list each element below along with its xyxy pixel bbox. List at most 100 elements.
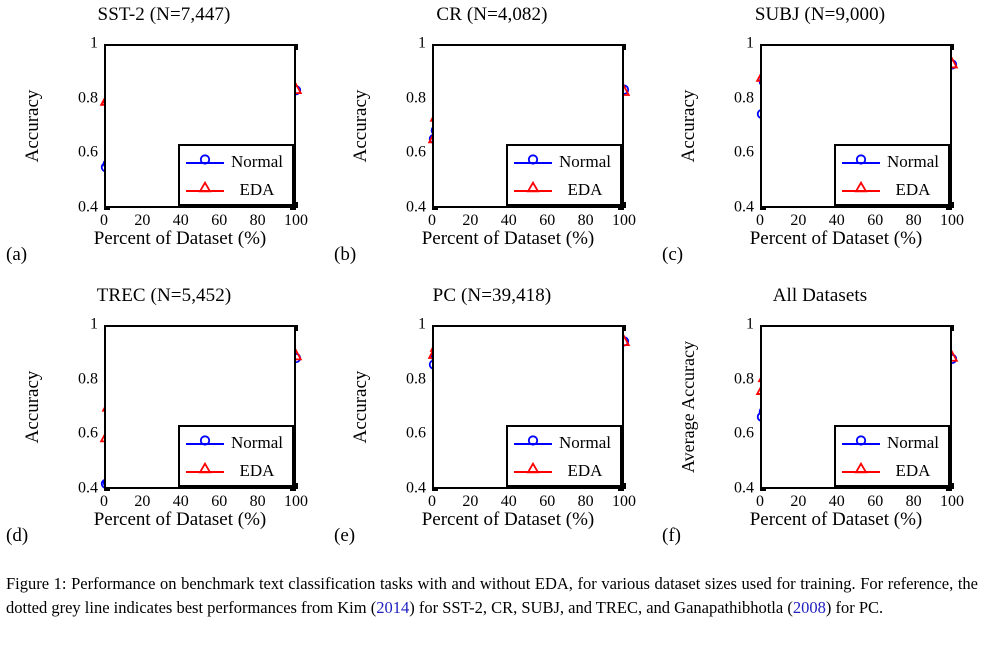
y-tick-label: 0.8 [406, 89, 426, 107]
chart-panel-f: All Datasets Average Accuracy Percent of D… [656, 281, 984, 562]
legend-label-normal: Normal [231, 152, 283, 171]
x-tick-label: 20 [462, 212, 479, 229]
citation-link-ganapathibhotla-2008[interactable]: 2008 [792, 598, 826, 618]
circle-marker-icon [526, 153, 540, 172]
legend-label-normal: Normal [559, 433, 611, 452]
legend-b: Normal EDA [506, 144, 622, 206]
triangle-marker-icon [198, 461, 212, 481]
panel-title-d: TREC (N=5,452) [96, 285, 232, 306]
y-tick-mark-right [290, 489, 296, 491]
caption-tail: for PC. [831, 598, 884, 618]
caption-close-paren-1: ) [409, 598, 415, 618]
legend-label-eda: EDA [239, 180, 275, 199]
legend-item-eda[interactable]: EDA [180, 177, 292, 203]
y-tick-label: 0.4 [734, 479, 754, 497]
x-tick-label: 60 [867, 212, 884, 229]
y-axis-label-c: Accuracy [678, 89, 699, 163]
y-axis-label-f: Average Accuracy [678, 340, 698, 474]
y-tick-label: 0.8 [734, 89, 754, 107]
x-tick-label: 100 [940, 493, 964, 510]
legend-swatch-normal [184, 151, 226, 173]
x-tick-mark [952, 483, 954, 489]
y-tick-label: 0.8 [78, 370, 98, 388]
chart-panel-b: CR (N=4,082) Accuracy Percent of Dataset (… [328, 0, 656, 281]
legend-swatch-normal [840, 151, 882, 173]
panel-letter-a: (a) [6, 244, 28, 265]
circle-marker-icon [198, 434, 212, 453]
x-tick-mark [952, 202, 954, 208]
legend-item-normal[interactable]: Normal [508, 149, 620, 175]
legend-item-normal[interactable]: Normal [508, 430, 620, 456]
y-tick-mark [432, 208, 438, 210]
legend-item-eda[interactable]: EDA [508, 177, 620, 203]
x-tick-label: 80 [249, 212, 266, 229]
y-tick-label: 0.6 [734, 143, 754, 161]
citation-link-kim-2014[interactable]: 2014 [376, 598, 410, 618]
x-axis-label-c: Percent of Dataset (%) [749, 228, 923, 249]
chart-panel-a: SST-2 (N=7,447) Accuracy Percent of Datase… [0, 0, 328, 281]
caption-body: Performance on benchmark text classifica… [6, 574, 978, 618]
x-tick-mark-top [624, 44, 626, 50]
y-tick-mark-right [618, 489, 624, 491]
x-tick-label: 80 [905, 212, 922, 229]
x-tick-mark-top [296, 325, 298, 331]
plot-area-c: 0 20 40 60 80 100 0.4 0.6 0.8 1 Normal EDA [734, 35, 964, 229]
legend-swatch-normal [512, 151, 554, 173]
x-tick-label: 60 [211, 212, 228, 229]
legend-a: Normal EDA [178, 144, 294, 206]
y-tick-mark [432, 489, 438, 491]
y-tick-label: 0.6 [406, 424, 426, 442]
chart-panel-c: SUBJ (N=9,000) Accuracy Percent of Dataset… [656, 0, 984, 281]
x-tick-mark [296, 483, 298, 489]
legend-item-eda[interactable]: EDA [836, 177, 948, 203]
panel-title-a: SST-2 (N=7,447) [97, 4, 231, 25]
legend-label-normal: Normal [559, 152, 611, 171]
x-tick-label: 60 [211, 493, 228, 510]
plot-area-d: 0 20 40 60 80 100 0.4 0.6 0.8 1 Normal EDA [78, 316, 308, 510]
panel-letter-f: (f) [662, 525, 681, 546]
triangle-marker-icon [854, 461, 868, 481]
legend-swatch-normal [184, 432, 226, 454]
panel-letter-c: (c) [662, 244, 684, 265]
x-tick-label: 0 [756, 493, 764, 510]
y-tick-label: 0.4 [78, 198, 98, 216]
x-tick-label: 60 [867, 493, 884, 510]
x-tick-label: 40 [828, 493, 845, 510]
legend-label-eda: EDA [895, 461, 931, 480]
panel-grid: SST-2 (N=7,447) Accuracy Percent of Datase… [0, 0, 984, 562]
legend-item-eda[interactable]: EDA [180, 458, 292, 484]
y-tick-mark-right [290, 208, 296, 210]
x-tick-label: 0 [428, 212, 436, 229]
chart-panel-d: TREC (N=5,452) Accuracy Percent of Dataset… [0, 281, 328, 562]
y-axis-label-a: Accuracy [22, 89, 43, 163]
legend-item-normal[interactable]: Normal [180, 149, 292, 175]
legend-swatch-eda [184, 179, 226, 201]
circle-marker-icon [854, 153, 868, 172]
plot-area-a: 0 20 40 60 80 100 0.4 0.6 0.8 1 Normal EDA [78, 35, 308, 229]
legend-e: Normal EDA [506, 425, 622, 487]
legend-label-eda: EDA [567, 180, 603, 199]
y-tick-label: 0.6 [734, 424, 754, 442]
x-tick-label: 80 [577, 212, 594, 229]
caption-middle: for SST-2, CR, SUBJ, and TREC, and Ganap… [414, 598, 788, 618]
x-tick-label: 100 [284, 493, 308, 510]
y-tick-label: 1 [746, 34, 754, 52]
legend-item-eda[interactable]: EDA [836, 458, 948, 484]
legend-item-normal[interactable]: Normal [836, 149, 948, 175]
x-tick-label: 60 [539, 493, 556, 510]
x-tick-label: 40 [500, 212, 517, 229]
y-tick-label: 1 [746, 315, 754, 333]
legend-label-eda: EDA [239, 461, 275, 480]
y-tick-mark [104, 208, 110, 210]
x-tick-label: 100 [612, 212, 636, 229]
legend-c: Normal EDA [834, 144, 950, 206]
legend-item-eda[interactable]: EDA [508, 458, 620, 484]
legend-item-normal[interactable]: Normal [836, 430, 948, 456]
x-tick-label: 0 [756, 212, 764, 229]
caption-prefix: Figure 1: [6, 574, 67, 593]
y-tick-label: 0.6 [78, 143, 98, 161]
chart-panel-e: PC (N=39,418) Accuracy Percent of Dataset … [328, 281, 656, 562]
legend-item-normal[interactable]: Normal [180, 430, 292, 456]
y-tick-label: 0.6 [78, 424, 98, 442]
